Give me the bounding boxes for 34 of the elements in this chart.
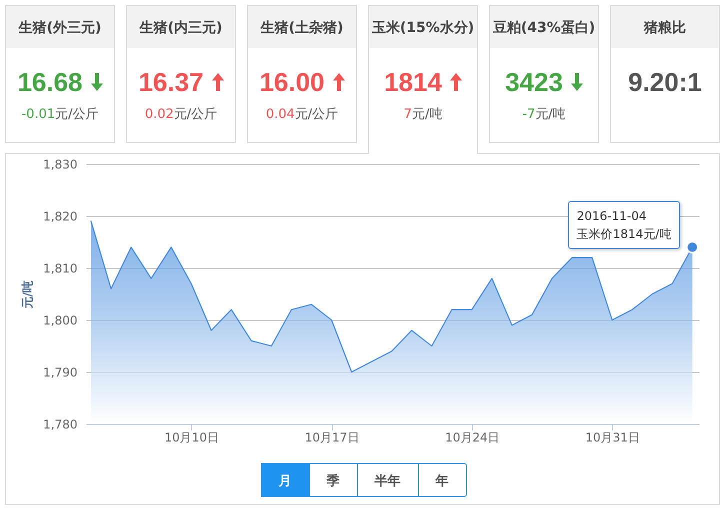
y-tick-label: 1,810	[43, 262, 78, 276]
y-tick-label: 1,820	[43, 210, 78, 224]
x-tick-label: 10月31日	[585, 430, 640, 444]
x-tick-label: 10月17日	[304, 430, 360, 444]
category-label: 猪粮比	[644, 20, 686, 36]
range-button[interactable]: 年	[418, 463, 466, 497]
data-label: 16.68	[17, 67, 83, 97]
y-tick-label: 1,800	[43, 314, 78, 328]
range-button[interactable]: 季	[308, 463, 358, 497]
data-label: 9.20:1	[628, 67, 702, 97]
category-label: 玉米(15%水分)	[372, 20, 474, 36]
category-label: 生猪(内三元)	[140, 20, 222, 36]
category-label: 生猪(土杂猪)	[260, 20, 344, 36]
y-axis-title: 元/吨	[20, 280, 34, 310]
category-label: 生猪(外三元)	[18, 20, 102, 36]
x-tick-label: 10月24日	[445, 430, 500, 444]
data-label: 16.37	[138, 67, 204, 97]
y-tick-label: 1,780	[43, 418, 78, 432]
data-label: 1814	[384, 67, 442, 97]
data-label: 16.00	[259, 67, 325, 97]
data-label: -7元/吨	[522, 107, 566, 122]
data-label: 0.04元/公斤	[266, 107, 338, 122]
y-tick-label: 1,790	[43, 366, 78, 380]
category-label: 豆粕(43%蛋白)	[492, 20, 596, 36]
y-tick-label: 1,830	[43, 158, 78, 172]
x-tick-label: 10月10日	[164, 430, 219, 444]
data-label: 0.02元/公斤	[144, 107, 218, 122]
range-button[interactable]: 半年	[356, 463, 418, 497]
annotation: 2016-11-04 玉米价1814元/吨	[576, 209, 672, 242]
tooltip-box: 2016-11-04 玉米价1814元/吨	[568, 201, 680, 250]
data-label: -0.01元/公斤	[21, 107, 99, 122]
data-label: 3423	[505, 67, 563, 97]
price-card: 猪粮比 9.20:1	[610, 5, 720, 143]
data-label: 7元/吨	[404, 107, 442, 122]
